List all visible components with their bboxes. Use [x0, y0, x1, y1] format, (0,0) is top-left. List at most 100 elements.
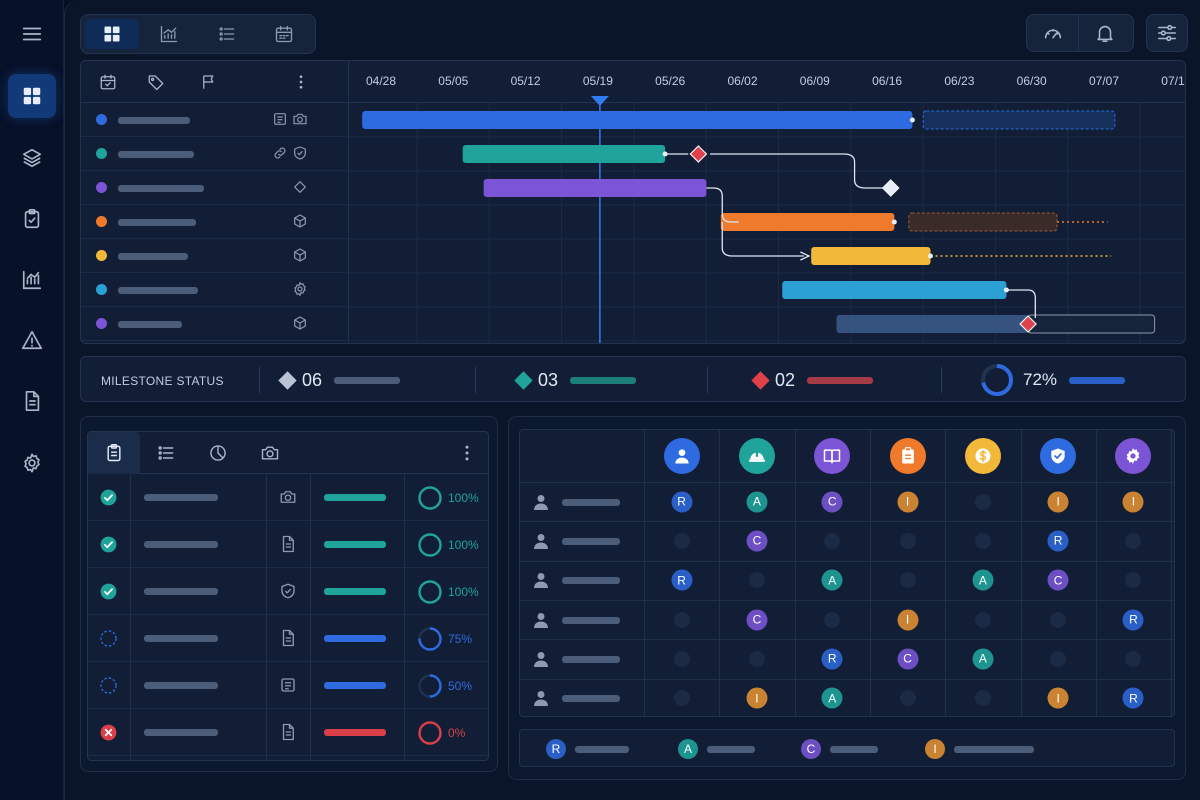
milestone-completed[interactable]: 03 — [514, 357, 637, 403]
raci-empty-cell[interactable] — [974, 532, 991, 549]
raci-badge[interactable]: A — [821, 687, 843, 709]
pie-chart-icon[interactable] — [192, 432, 244, 474]
document-icon[interactable] — [8, 379, 56, 423]
chart-view-icon[interactable] — [143, 19, 197, 49]
camera-icon[interactable] — [292, 111, 308, 127]
task-row[interactable]: 100% — [88, 521, 488, 568]
milestone-diamond[interactable] — [1019, 315, 1037, 333]
task-row[interactable] — [81, 171, 349, 205]
flag-icon[interactable] — [200, 73, 218, 91]
task-row[interactable]: 0% — [88, 709, 488, 756]
camera-icon[interactable] — [279, 488, 297, 506]
raci-empty-cell[interactable] — [899, 572, 916, 589]
grid-view-icon[interactable] — [85, 19, 139, 49]
raci-badge[interactable]: A — [972, 569, 994, 591]
more-vertical-icon[interactable] — [292, 73, 310, 91]
task-row[interactable]: 75% — [88, 615, 488, 662]
task-row[interactable]: 100% — [88, 568, 488, 615]
menu-icon[interactable] — [8, 12, 56, 56]
raci-empty-cell[interactable] — [1125, 532, 1142, 549]
milestone-overdue[interactable]: 02 — [751, 357, 874, 403]
gantt-bar[interactable] — [836, 315, 1029, 333]
calendar-icon[interactable] — [99, 73, 117, 91]
document-icon[interactable] — [279, 629, 297, 647]
raci-badge[interactable]: R — [1047, 530, 1069, 552]
raci-empty-cell[interactable] — [974, 493, 991, 510]
raci-empty-cell[interactable] — [974, 611, 991, 628]
raci-badge[interactable]: R — [1122, 687, 1144, 709]
gantt-bar[interactable] — [811, 247, 931, 265]
analytics-icon[interactable] — [8, 258, 56, 302]
raci-badge[interactable]: C — [897, 648, 919, 670]
clipboard-icon[interactable] — [889, 438, 926, 474]
task-row[interactable] — [81, 307, 349, 341]
raci-badge[interactable]: R — [671, 569, 693, 591]
task-row[interactable] — [81, 137, 349, 171]
notes-icon[interactable] — [272, 111, 288, 127]
shield-icon[interactable] — [279, 582, 297, 600]
raci-badge[interactable]: I — [1047, 687, 1069, 709]
gantt-bar[interactable] — [462, 145, 666, 163]
raci-badge[interactable]: A — [746, 491, 768, 513]
raci-badge[interactable]: A — [972, 648, 994, 670]
raci-empty-cell[interactable] — [673, 690, 690, 707]
shield-check-icon[interactable] — [1040, 438, 1077, 474]
task-row[interactable] — [81, 103, 349, 137]
raci-badge[interactable]: I — [746, 687, 768, 709]
planned-bar[interactable] — [922, 110, 1116, 130]
document-icon[interactable] — [279, 723, 297, 741]
gear-icon[interactable] — [292, 281, 308, 297]
raci-badge[interactable]: I — [1047, 491, 1069, 513]
gantt-bar[interactable] — [782, 281, 1007, 299]
raci-badge[interactable]: I — [897, 491, 919, 513]
raci-badge[interactable]: R — [1122, 609, 1144, 631]
gantt-bar[interactable] — [362, 111, 913, 129]
hard-hat-icon[interactable] — [738, 438, 775, 474]
raci-badge[interactable]: R — [671, 491, 693, 513]
task-row[interactable] — [81, 239, 349, 273]
shield-icon[interactable] — [292, 145, 308, 161]
cube-icon[interactable] — [292, 315, 308, 331]
raci-empty-cell[interactable] — [748, 572, 765, 589]
bell-icon[interactable] — [1079, 15, 1131, 51]
gauge-icon[interactable] — [1027, 15, 1079, 51]
tag-icon[interactable] — [147, 73, 165, 91]
warning-icon[interactable] — [8, 318, 56, 362]
raci-empty-cell[interactable] — [748, 650, 765, 667]
settings-icon[interactable] — [8, 441, 56, 485]
raci-badge[interactable]: C — [1047, 569, 1069, 591]
raci-empty-cell[interactable] — [974, 690, 991, 707]
planned-bar[interactable] — [1027, 314, 1156, 334]
list-view-icon[interactable] — [200, 19, 254, 49]
link-icon[interactable] — [272, 145, 288, 161]
camera-icon[interactable] — [244, 432, 296, 474]
raci-empty-cell[interactable] — [673, 532, 690, 549]
raci-badge[interactable]: R — [821, 648, 843, 670]
raci-empty-cell[interactable] — [899, 690, 916, 707]
milestone-total[interactable]: 06 — [278, 357, 401, 403]
book-icon[interactable] — [814, 438, 851, 474]
diamond-icon[interactable] — [292, 179, 308, 195]
notes-icon[interactable] — [279, 676, 297, 694]
clipboard-check-icon[interactable] — [8, 197, 56, 241]
task-row[interactable]: 50% — [88, 662, 488, 709]
raci-empty-cell[interactable] — [1050, 611, 1067, 628]
task-row[interactable]: 100% — [88, 474, 488, 521]
raci-empty-cell[interactable] — [824, 532, 841, 549]
raci-badge[interactable]: C — [821, 491, 843, 513]
raci-badge[interactable]: C — [746, 609, 768, 631]
raci-empty-cell[interactable] — [899, 532, 916, 549]
raci-badge[interactable]: C — [746, 530, 768, 552]
raci-badge[interactable]: I — [897, 609, 919, 631]
dashboard-icon[interactable] — [8, 74, 56, 118]
raci-empty-cell[interactable] — [824, 611, 841, 628]
milestone-diamond[interactable] — [689, 145, 708, 163]
layers-icon[interactable] — [8, 136, 56, 180]
gear-icon[interactable] — [1115, 438, 1152, 474]
person-icon[interactable] — [663, 438, 700, 474]
more-vertical-icon[interactable] — [444, 432, 488, 474]
gantt-bar[interactable] — [720, 213, 895, 231]
cube-icon[interactable] — [292, 247, 308, 263]
calendar-view-icon[interactable] — [258, 19, 312, 49]
raci-empty-cell[interactable] — [1125, 650, 1142, 667]
